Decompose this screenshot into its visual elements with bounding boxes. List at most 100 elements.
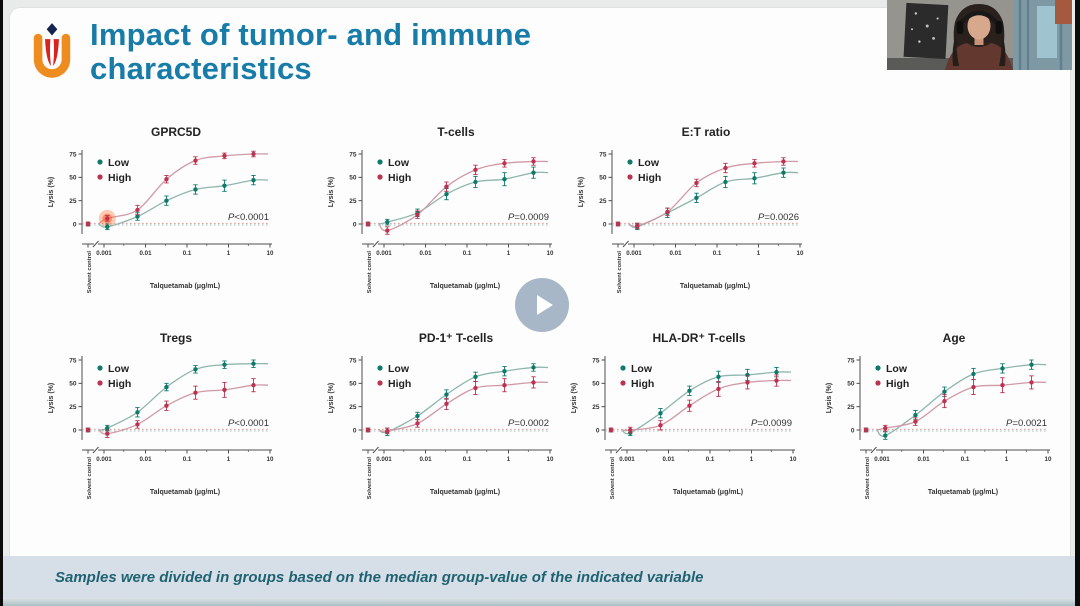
svg-text:0.1: 0.1 xyxy=(706,456,715,463)
headphones-icon xyxy=(958,10,1000,26)
svg-text:10: 10 xyxy=(797,250,804,257)
svg-text:High: High xyxy=(886,378,909,390)
speaker-webcam-scene xyxy=(887,0,1072,70)
chart-pd1-t-cells: PD-1⁺ T-cells Lysis (%) 0 25 50 75 Solvent con… xyxy=(322,328,562,513)
svg-text:PD-1⁺ T-cells: PD-1⁺ T-cells xyxy=(419,331,494,345)
umc-utrecht-logo xyxy=(33,23,71,78)
svg-text:Low: Low xyxy=(638,157,660,169)
svg-text:1: 1 xyxy=(507,456,511,463)
svg-text:0: 0 xyxy=(353,221,357,228)
svg-text:25: 25 xyxy=(69,198,77,205)
svg-text:50: 50 xyxy=(69,175,77,182)
svg-text:Solvent control: Solvent control xyxy=(367,251,373,294)
svg-text:Lysis (%): Lysis (%) xyxy=(328,383,335,413)
svg-text:10: 10 xyxy=(267,456,274,463)
svg-text:0.001: 0.001 xyxy=(626,250,642,257)
speaker-person xyxy=(945,4,1013,70)
svg-text:0.1: 0.1 xyxy=(463,456,472,463)
svg-text:10: 10 xyxy=(790,456,797,463)
svg-text:Talquetamab (μg/mL): Talquetamab (μg/mL) xyxy=(150,489,220,496)
svg-text:High: High xyxy=(388,172,411,184)
svg-text:High: High xyxy=(108,172,131,184)
svg-text:High: High xyxy=(638,172,661,184)
chart-hla-dr-t-cells: HLA-DR⁺ T-cells Lysis (%) 0 25 50 75 Solvent c… xyxy=(565,328,805,513)
svg-text:25: 25 xyxy=(599,198,607,205)
svg-text:P=0.0099: P=0.0099 xyxy=(751,418,792,429)
svg-text:Low: Low xyxy=(388,157,410,169)
slide-header: Impact of tumor- and immune characteristi… xyxy=(30,16,531,86)
svg-text:0.1: 0.1 xyxy=(961,456,970,463)
svg-text:0.01: 0.01 xyxy=(662,456,675,463)
svg-text:P=0.0026: P=0.0026 xyxy=(758,212,799,223)
svg-text:0: 0 xyxy=(603,221,607,228)
svg-text:25: 25 xyxy=(69,404,77,411)
svg-text:P<0.0001: P<0.0001 xyxy=(228,418,269,429)
svg-text:Solvent control: Solvent control xyxy=(610,457,616,500)
svg-text:0.01: 0.01 xyxy=(139,456,152,463)
svg-text:50: 50 xyxy=(599,175,607,182)
window-brick xyxy=(1055,0,1072,24)
svg-text:0.1: 0.1 xyxy=(463,250,472,257)
svg-text:10: 10 xyxy=(1045,456,1052,463)
svg-text:0.001: 0.001 xyxy=(376,456,392,463)
svg-text:0.001: 0.001 xyxy=(96,250,112,257)
svg-text:1: 1 xyxy=(750,456,754,463)
caption-bar: Samples were divided in groups based on … xyxy=(3,556,1075,598)
svg-text:Solvent control: Solvent control xyxy=(367,457,373,500)
svg-text:Solvent control: Solvent control xyxy=(87,251,93,294)
svg-text:0.1: 0.1 xyxy=(713,250,722,257)
play-icon xyxy=(537,295,553,315)
svg-text:HLA-DR⁺ T-cells: HLA-DR⁺ T-cells xyxy=(652,331,745,345)
svg-text:Age: Age xyxy=(943,331,966,345)
svg-text:High: High xyxy=(388,378,411,390)
svg-text:50: 50 xyxy=(349,175,357,182)
svg-text:Talquetamab (μg/mL): Talquetamab (μg/mL) xyxy=(680,283,750,290)
svg-text:Lysis (%): Lysis (%) xyxy=(328,177,335,207)
svg-text:1: 1 xyxy=(757,250,761,257)
svg-text:High: High xyxy=(108,378,131,390)
svg-text:0.001: 0.001 xyxy=(376,250,392,257)
speaker-webcam-video xyxy=(887,0,1072,70)
svg-text:50: 50 xyxy=(592,381,600,388)
play-button[interactable] xyxy=(515,278,569,332)
svg-text:Talquetamab (μg/mL): Talquetamab (μg/mL) xyxy=(928,489,998,496)
svg-text:50: 50 xyxy=(847,381,855,388)
svg-text:25: 25 xyxy=(349,198,357,205)
svg-text:P<0.0001: P<0.0001 xyxy=(228,212,269,223)
bottom-accent-strip xyxy=(3,598,1075,606)
svg-text:Lysis (%): Lysis (%) xyxy=(578,177,585,207)
svg-text:Low: Low xyxy=(886,363,908,375)
svg-text:Solvent control: Solvent control xyxy=(617,251,623,294)
svg-text:E:T ratio: E:T ratio xyxy=(682,125,731,139)
svg-text:Solvent control: Solvent control xyxy=(87,457,93,500)
chart-tregs: Tregs Lysis (%) 0 25 50 75 Solvent control 0.00… xyxy=(42,328,282,513)
svg-text:Talquetamab (μg/mL): Talquetamab (μg/mL) xyxy=(430,283,500,290)
page-title: Impact of tumor- and immune characteristi… xyxy=(90,18,531,86)
svg-text:P=0.0009: P=0.0009 xyxy=(508,212,549,223)
svg-text:Lysis (%): Lysis (%) xyxy=(826,383,833,413)
svg-text:0.01: 0.01 xyxy=(669,250,682,257)
svg-text:50: 50 xyxy=(349,381,357,388)
svg-text:0: 0 xyxy=(851,427,855,434)
svg-text:25: 25 xyxy=(592,404,600,411)
wall-painting xyxy=(903,2,949,60)
right-black-edge xyxy=(1075,0,1080,606)
page-title-line1: Impact of tumor- and immune xyxy=(90,17,532,52)
left-black-edge xyxy=(0,0,3,606)
svg-text:Lysis (%): Lysis (%) xyxy=(571,383,578,413)
svg-text:0.1: 0.1 xyxy=(183,250,192,257)
svg-text:75: 75 xyxy=(349,151,357,158)
svg-text:0: 0 xyxy=(73,427,77,434)
svg-text:10: 10 xyxy=(267,250,274,257)
svg-text:1: 1 xyxy=(227,456,231,463)
svg-text:0.01: 0.01 xyxy=(419,250,432,257)
svg-text:Low: Low xyxy=(108,363,130,375)
svg-text:Tregs: Tregs xyxy=(160,331,192,345)
svg-text:75: 75 xyxy=(349,357,357,364)
svg-text:0.01: 0.01 xyxy=(419,456,432,463)
svg-text:Low: Low xyxy=(631,363,653,375)
svg-text:1: 1 xyxy=(227,250,231,257)
svg-text:Solvent control: Solvent control xyxy=(865,457,871,500)
svg-text:75: 75 xyxy=(599,151,607,158)
